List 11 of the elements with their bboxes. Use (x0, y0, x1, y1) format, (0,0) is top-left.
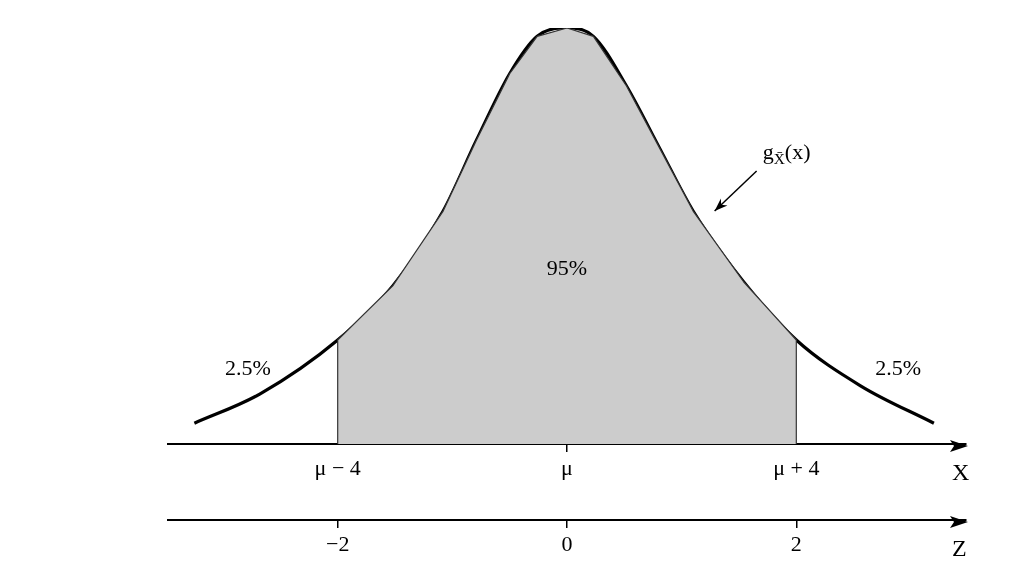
text: μ + 4 (773, 454, 820, 480)
annotation: 2.5% (224, 354, 271, 380)
x-tick-label: 0 (561, 530, 573, 556)
x-axis-title: Z (952, 535, 967, 562)
text: μ − 4 (314, 454, 361, 480)
annotation: 95% (546, 255, 588, 281)
x2-axis-title: X (952, 459, 970, 486)
x-tick-label: −2 (325, 530, 350, 556)
x-tick-label: 2 (790, 530, 802, 556)
annotation: 2.5% (875, 354, 922, 380)
text: μ (561, 454, 573, 480)
